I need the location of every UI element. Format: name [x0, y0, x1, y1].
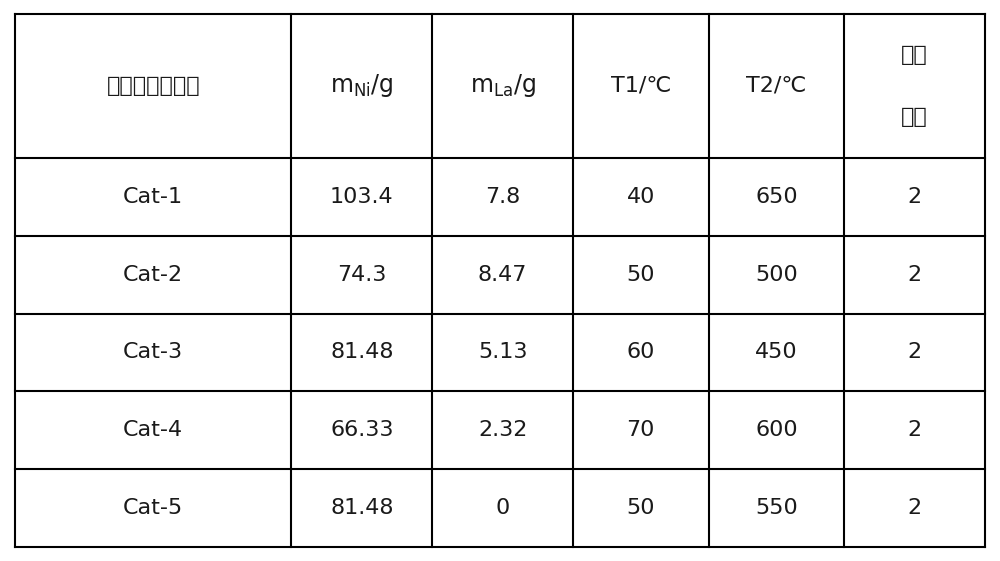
Text: 7.8: 7.8 [485, 187, 520, 207]
Text: $\mathregular{m_{Ni}/g}$: $\mathregular{m_{Ni}/g}$ [330, 72, 394, 99]
Text: 2: 2 [908, 265, 922, 284]
Text: 催化剂前体编号: 催化剂前体编号 [106, 76, 200, 96]
Text: T1/℃: T1/℃ [611, 76, 671, 96]
Text: 74.3: 74.3 [337, 265, 386, 284]
Text: Cat-2: Cat-2 [123, 265, 183, 284]
Text: 2.32: 2.32 [478, 420, 527, 440]
Text: 500: 500 [755, 265, 798, 284]
Text: 0: 0 [495, 498, 510, 518]
Text: 550: 550 [755, 498, 798, 518]
Text: 2: 2 [908, 187, 922, 207]
Text: Cat-4: Cat-4 [123, 420, 183, 440]
Text: 81.48: 81.48 [330, 498, 394, 518]
Text: 600: 600 [755, 420, 798, 440]
Text: 70: 70 [627, 420, 655, 440]
Text: Cat-5: Cat-5 [123, 498, 183, 518]
Text: 50: 50 [627, 498, 655, 518]
Text: 2: 2 [908, 420, 922, 440]
Text: T2/℃: T2/℃ [746, 76, 807, 96]
Text: 40: 40 [627, 187, 655, 207]
Text: 450: 450 [755, 342, 798, 362]
Text: 81.48: 81.48 [330, 342, 394, 362]
Text: 60: 60 [627, 342, 655, 362]
Text: 2: 2 [908, 342, 922, 362]
Text: 650: 650 [755, 187, 798, 207]
Text: 8.47: 8.47 [478, 265, 527, 284]
Text: Cat-1: Cat-1 [123, 187, 183, 207]
Text: 103.4: 103.4 [330, 187, 394, 207]
Text: $\mathregular{m_{La}/g}$: $\mathregular{m_{La}/g}$ [470, 72, 536, 99]
Text: 浸渍: 浸渍 [901, 45, 928, 65]
Text: 66.33: 66.33 [330, 420, 394, 440]
Text: Cat-3: Cat-3 [123, 342, 183, 362]
Text: 50: 50 [627, 265, 655, 284]
Text: 2: 2 [908, 498, 922, 518]
Text: 5.13: 5.13 [478, 342, 527, 362]
Text: 次数: 次数 [901, 107, 928, 127]
